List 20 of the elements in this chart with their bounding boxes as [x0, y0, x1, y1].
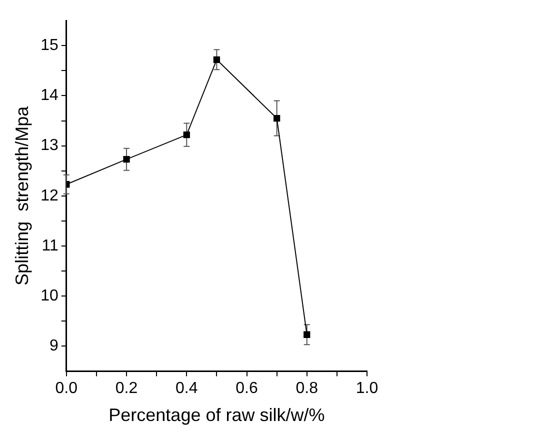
- y-tick-label: 14: [40, 87, 58, 104]
- x-tick-label: 1.0: [356, 380, 378, 398]
- y-tick-label: 9: [49, 338, 58, 355]
- point: [304, 331, 310, 338]
- x-tick-label: 0.8: [296, 380, 318, 398]
- point: [213, 56, 220, 63]
- y-tick-label: 13: [40, 137, 58, 154]
- y-tick-label: 10: [40, 287, 58, 304]
- y-axis-title: Splitting strength/Mpa: [12, 105, 32, 286]
- y-tick-label: 15: [40, 37, 58, 54]
- y-tick-label: 12: [40, 187, 58, 204]
- x-tick-label: 0.4: [176, 380, 198, 398]
- x-tick-label: 0.2: [115, 380, 138, 398]
- x-tick-label: 0.6: [236, 380, 258, 398]
- point: [183, 131, 190, 138]
- x-tick-label: 0.0: [55, 380, 78, 398]
- x-axis-title: Percentage of raw silk/w/%: [108, 405, 325, 426]
- point: [273, 114, 280, 122]
- y-tick-label: 11: [42, 237, 58, 254]
- point: [123, 156, 130, 163]
